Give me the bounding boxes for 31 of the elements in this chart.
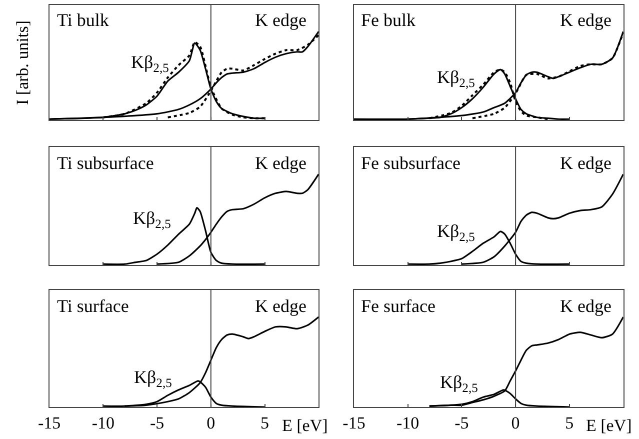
series-label: K edge [255, 153, 306, 173]
chart-title: Ti bulk [57, 10, 109, 30]
x-tick-label: -10 [396, 413, 420, 432]
series-label: Kβ$_{2,5}$ [133, 208, 171, 231]
series-label: K edge [560, 153, 612, 173]
series-label: Kβ$_{2,5}$ [440, 372, 478, 395]
chart-title: Ti surface [57, 296, 129, 316]
chart-title: Fe surface [361, 296, 436, 316]
x-tick-label: 5 [260, 413, 270, 432]
x-tick-label: -10 [92, 413, 115, 432]
x-tick-label: -15 [342, 413, 366, 432]
chart-title: Fe subsurface [361, 153, 460, 173]
series-label: Kβ$_{2,5}$ [437, 221, 475, 244]
x-tick-label: -5 [150, 413, 164, 432]
series-label: Kβ$_{2,5}$ [134, 367, 172, 390]
series-label: K edge [255, 10, 306, 30]
series-label: K edge [560, 10, 612, 30]
chart-title: Ti subsurface [57, 153, 154, 173]
x-tick-label: 0 [511, 413, 520, 432]
chart-title: Fe bulk [361, 10, 416, 30]
series-label: K edge [560, 296, 612, 316]
x-tick-label: -15 [38, 413, 61, 432]
x-tick-label: 5 [565, 413, 574, 432]
series-label: K edge [255, 296, 306, 316]
y-axis-title: I [arb. units] [13, 20, 32, 105]
series-label: Kβ$_{2,5}$ [437, 67, 475, 90]
x-axis-title: E [eV] [282, 416, 328, 435]
x-axis-title: E [eV] [586, 416, 632, 435]
series-label: Kβ$_{2,5}$ [131, 52, 169, 75]
x-tick-label: 0 [206, 413, 216, 432]
x-tick-label: -5 [454, 413, 469, 432]
